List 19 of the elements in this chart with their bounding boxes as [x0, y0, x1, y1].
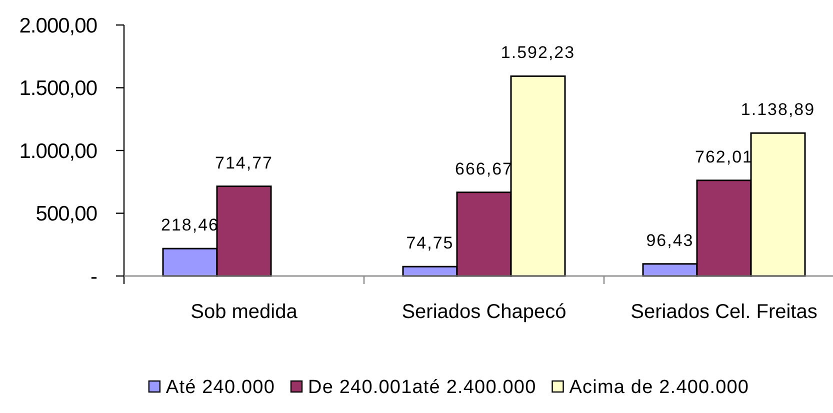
y-tick-label: 500,00: [36, 202, 97, 226]
data-label: 1.592,23: [500, 43, 576, 62]
y-tick-label: 1.500,00: [19, 77, 97, 100]
x-tick-label: Sob medida: [190, 301, 298, 323]
legend-label: Acima de 2.400.000: [569, 377, 750, 398]
y-tick-label: 2.000,00: [19, 14, 97, 38]
data-label: 74,75: [406, 234, 454, 253]
x-tick-label: Seriados Chapecó: [402, 301, 566, 323]
data-label: 96,43: [646, 230, 694, 250]
data-label: 666,67: [455, 159, 513, 178]
legend-label: De 240.001até 2.400.000: [308, 377, 536, 398]
data-label: 218,46: [161, 216, 219, 235]
y-tick-label: -: [90, 265, 98, 288]
data-label: 714,77: [215, 153, 273, 172]
data-label: 762,01: [695, 147, 753, 166]
y-tick-label: 1.000,00: [19, 140, 97, 163]
legend-label: Até 240.000: [166, 377, 275, 398]
x-tick-label: Seriados Cel. Freitas: [630, 301, 818, 323]
data-label: 1.138,89: [740, 100, 816, 120]
